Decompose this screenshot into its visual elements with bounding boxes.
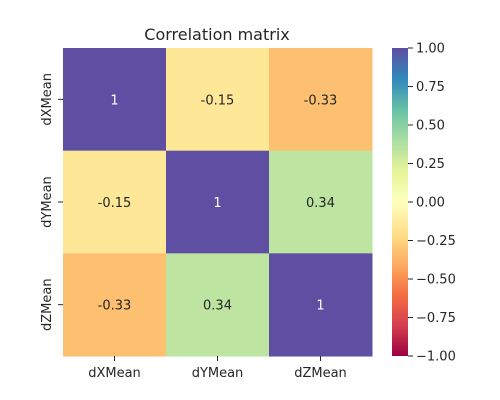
heatmap-cell-dYMean-dYMean [166, 150, 270, 254]
heatmap-cell-dZMean-dXMean [63, 253, 167, 357]
heatmap-cell-dYMean-dZMean [269, 150, 373, 254]
x-tick-label: dXMean [88, 366, 141, 381]
heatmap-cell-dZMean-dZMean [269, 253, 373, 357]
colorbar: 1.00 0.75 0.50 0.25 0.00 −0.25 −0.50 −0.75 −1.00 [392, 42, 456, 365]
heatmap-cell-dZMean-dYMean [166, 253, 270, 357]
colorbar-tick-label: −1.00 [416, 350, 456, 365]
x-axis: dXMean dYMean dZMean [88, 356, 347, 381]
colorbar-tick-label: −0.50 [416, 273, 456, 288]
x-tick-label: dYMean [192, 366, 244, 381]
y-axis: dXMean dYMean dZMean [40, 73, 63, 331]
cell-value-label: -0.33 [304, 93, 338, 108]
colorbar-tick-label: −0.25 [416, 234, 456, 249]
cell-value-label: 0.34 [203, 299, 232, 314]
cell-value-label: -0.15 [98, 196, 132, 211]
cell-value-label: -0.15 [201, 93, 235, 108]
heatmap-cell-dXMean-dXMean [63, 48, 167, 152]
chart-title: Correlation matrix [144, 25, 289, 44]
cell-value-label: -0.33 [98, 299, 132, 314]
heatmap-cell-dYMean-dXMean [63, 150, 167, 254]
y-tick-label: dXMean [40, 73, 55, 126]
cell-value-label: 1 [110, 93, 118, 108]
heatmap-cell-dXMean-dZMean [269, 48, 373, 152]
colorbar-tick-label: 0.50 [416, 119, 445, 134]
colorbar-tick-label: 0.75 [416, 80, 445, 95]
cell-value-label: 1 [316, 299, 324, 314]
colorbar-tick-label: 0.25 [416, 157, 445, 172]
cell-value-label: 1 [213, 196, 221, 211]
colorbar-ticks: 1.00 0.75 0.50 0.25 0.00 −0.25 −0.50 −0.75 −1.00 [408, 42, 456, 365]
y-tick-label: dZMean [40, 278, 55, 331]
colorbar-tick-label: 1.00 [416, 42, 445, 57]
cell-value-label: 0.34 [306, 196, 335, 211]
heatmap-cell-labels: 1 -0.15 -0.33 -0.15 1 0.34 -0.33 0.34 1 [98, 93, 338, 313]
x-tick-label: dZMean [294, 366, 347, 381]
colorbar-tick-label: −0.75 [416, 311, 456, 326]
heatmap-cell-dXMean-dYMean [166, 48, 270, 152]
colorbar-tick-label: 0.00 [416, 196, 445, 211]
colorbar-gradient [392, 48, 408, 356]
heatmap-cells [63, 48, 373, 357]
y-tick-label: dYMean [40, 176, 55, 228]
